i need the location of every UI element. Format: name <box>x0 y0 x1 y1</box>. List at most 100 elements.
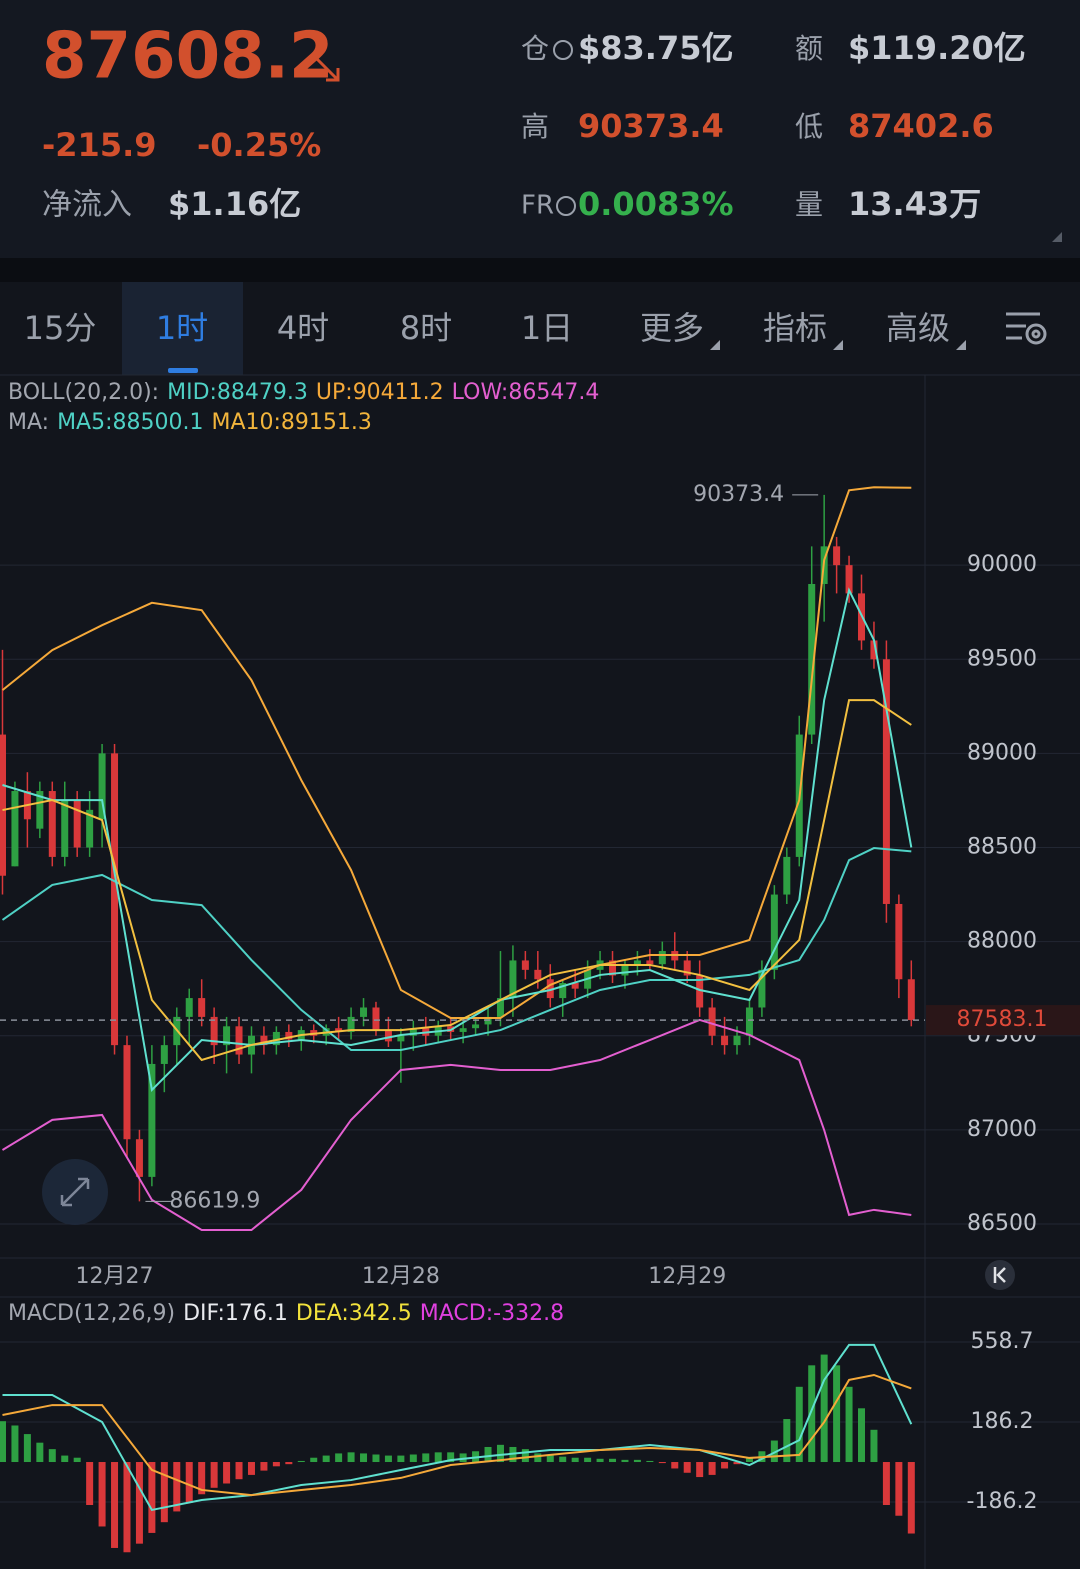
candle-body <box>148 1063 156 1177</box>
tab[interactable]: 15分 <box>24 309 97 347</box>
macd-bar <box>223 1462 231 1484</box>
legend-entry: MA10:89151.3 <box>211 410 371 435</box>
tab[interactable]: 1时 <box>156 309 208 347</box>
volume: 13.43万 <box>848 185 981 223</box>
y-tick-label: 87000 <box>967 1117 1037 1142</box>
candle-body <box>111 753 119 1046</box>
candle-body <box>646 960 654 965</box>
macd-bar <box>360 1453 368 1463</box>
help-icon[interactable] <box>556 196 576 216</box>
legend-entry: DEA:342.5 <box>296 1301 412 1326</box>
active-tab-indicator <box>168 368 198 373</box>
macd-bar <box>111 1462 119 1548</box>
scroll-end-icon <box>993 1267 1006 1283</box>
macd-bar <box>870 1429 878 1463</box>
macd-bar <box>173 1462 181 1512</box>
indicator-line <box>1 847 912 1052</box>
settings-icon[interactable] <box>1006 312 1047 345</box>
legend-entry: MA: <box>8 410 49 435</box>
legend-entry: MACD:-332.8 <box>420 1301 564 1326</box>
macd-bar <box>260 1462 268 1471</box>
macd-bar <box>484 1446 492 1463</box>
turnover-label: 额 <box>795 32 823 65</box>
macd-bar <box>210 1462 218 1488</box>
macd-bar <box>23 1434 31 1463</box>
candle-body <box>260 1035 268 1046</box>
legend-entry: LOW:86547.4 <box>452 380 600 405</box>
candle-body <box>185 998 193 1017</box>
scroll-end-button[interactable] <box>985 1260 1015 1290</box>
macd-bar <box>322 1455 330 1463</box>
macd-bar <box>384 1455 392 1463</box>
header-bg <box>0 0 1080 258</box>
tab[interactable]: 指标 <box>763 309 827 347</box>
legend-entry: MID:88479.3 <box>167 380 308 405</box>
expand-icon <box>60 1177 90 1207</box>
candle-body <box>123 1045 131 1140</box>
macd-bar <box>596 1458 604 1463</box>
macd-bar <box>633 1459 641 1463</box>
y-tick-label: 86500 <box>967 1211 1037 1236</box>
macd-bar <box>135 1462 143 1544</box>
macd-bar <box>285 1462 293 1465</box>
macd-bar <box>571 1457 579 1463</box>
volume-label: 量 <box>795 188 823 221</box>
macd-bar <box>708 1462 716 1475</box>
tab[interactable]: 高级 <box>886 309 950 347</box>
help-icon[interactable] <box>553 40 573 60</box>
macd-bar <box>683 1462 691 1473</box>
candle-body <box>571 983 579 989</box>
x-tick-label: 12月29 <box>648 1264 726 1289</box>
macd-bar <box>795 1386 803 1463</box>
x-tick-label: 12月28 <box>362 1264 440 1289</box>
macd-bar <box>833 1365 841 1463</box>
low: 87402.6 <box>848 107 994 145</box>
candle-body <box>521 960 529 970</box>
oi-label: 仓 <box>521 32 549 65</box>
tab[interactable]: 4时 <box>277 309 329 347</box>
macd-bar <box>422 1453 430 1463</box>
candle-body <box>758 969 766 1008</box>
candle-body <box>61 800 69 857</box>
legend-entry: DIF:176.1 <box>183 1301 288 1326</box>
tab[interactable]: 8时 <box>400 309 452 347</box>
candle-body <box>696 975 704 1008</box>
net-inflow-label: 净流入 <box>42 188 132 223</box>
macd-bar <box>858 1408 866 1463</box>
macd-bar <box>160 1462 168 1523</box>
tab[interactable]: 更多 <box>640 309 704 347</box>
macd-bar <box>11 1425 19 1463</box>
candle-body <box>73 800 81 848</box>
tab[interactable]: 1日 <box>521 309 573 347</box>
candle-body <box>360 1007 368 1017</box>
candle-body <box>658 951 666 965</box>
y-tick-label: 88500 <box>967 835 1037 860</box>
macd-bar <box>447 1452 455 1463</box>
macd-bar <box>148 1462 156 1533</box>
candle-body <box>135 1139 143 1177</box>
low-label: 低 <box>795 110 823 143</box>
candle-body <box>733 1035 741 1046</box>
tab-bar: 15分 1时 4时 8时 1日 更多 指标 高级 <box>24 309 966 350</box>
macd-bar <box>534 1453 542 1463</box>
oi: $83.75亿 <box>578 29 734 67</box>
macd-bar <box>770 1440 778 1463</box>
candle-body <box>409 1028 417 1036</box>
candle-body <box>285 1031 293 1040</box>
candle-body <box>833 546 841 566</box>
macd-bar <box>409 1454 417 1463</box>
macd-bar <box>235 1462 243 1480</box>
macd-bar <box>36 1442 44 1463</box>
macd-bar <box>907 1462 915 1534</box>
candle-body <box>683 960 691 976</box>
macd-bar <box>882 1462 890 1505</box>
x-tick-label: 12月27 <box>76 1264 154 1289</box>
last-price-label: 87583.1 <box>957 1007 1048 1032</box>
candle-body <box>86 809 94 848</box>
macd-bar <box>584 1457 592 1463</box>
macd-bar <box>86 1462 94 1505</box>
y-tick-label: 186.2 <box>971 1409 1034 1434</box>
candle-body <box>721 1035 729 1046</box>
legend-entry: UP:90411.2 <box>316 380 444 405</box>
